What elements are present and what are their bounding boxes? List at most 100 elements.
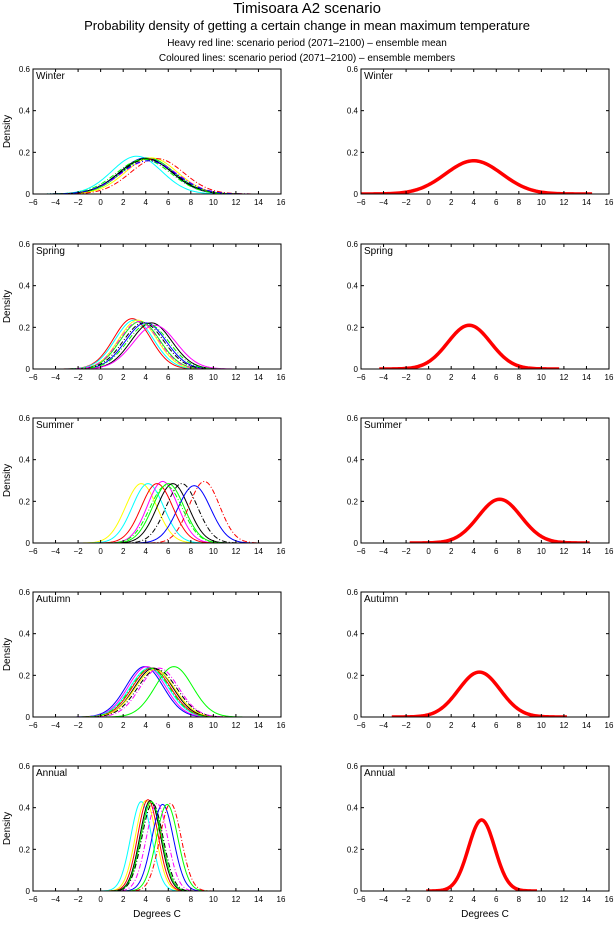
x-tick-label: 4 xyxy=(472,547,477,556)
y-tick-label: 0.4 xyxy=(347,107,359,116)
y-tick-label: 0.6 xyxy=(347,762,359,771)
y-tick-label: 0 xyxy=(26,887,31,896)
y-tick-label: 0 xyxy=(354,365,359,374)
x-tick-label: 2 xyxy=(449,895,454,904)
member-curve-4 xyxy=(42,157,261,194)
x-tick-label: 16 xyxy=(277,373,286,382)
member-curve-3 xyxy=(68,667,230,717)
x-tick-label: −4 xyxy=(379,373,389,382)
curves xyxy=(97,799,216,891)
y-tick-label: 0.6 xyxy=(347,588,359,597)
x-tick-label: 8 xyxy=(189,895,194,904)
ensemble-mean-curve xyxy=(391,670,567,717)
curves xyxy=(66,666,253,717)
x-tick-label: 16 xyxy=(277,721,286,730)
x-tick-label: 14 xyxy=(254,895,263,904)
member-curve-9 xyxy=(115,483,249,543)
x-tick-label: 8 xyxy=(517,721,522,730)
x-tick-label: 6 xyxy=(494,721,499,730)
curves xyxy=(361,159,593,194)
x-tick-label: 4 xyxy=(472,373,477,382)
x-axis-label: Degrees C xyxy=(461,909,509,920)
x-tick-label: 10 xyxy=(209,373,218,382)
season-label: Summer xyxy=(364,420,402,431)
x-tick-label: 6 xyxy=(494,373,499,382)
plot-frame xyxy=(32,68,282,195)
y-tick-label: 0 xyxy=(354,539,359,548)
member-curve-1 xyxy=(97,801,186,891)
x-tick-label: 10 xyxy=(537,547,546,556)
x-tick-label: 4 xyxy=(144,373,149,382)
season-label: Spring xyxy=(36,246,65,257)
member-curve-10 xyxy=(78,667,240,717)
panel-winter-ensemble-mean: −6 −4 −2 0 2 4 6 8 10 12 14 16 0 0.2 0.4 0.6 Winter xyxy=(347,65,614,207)
x-tick-label: 0 xyxy=(426,198,431,207)
x-tick-label: 16 xyxy=(605,198,614,207)
x-tick-label: 12 xyxy=(559,721,568,730)
member-curve-3 xyxy=(104,799,192,891)
y-tick-label: 0 xyxy=(26,539,31,548)
x-tick-label: 2 xyxy=(449,721,454,730)
x-tick-label: −2 xyxy=(402,721,412,730)
ensemble-mean-curve xyxy=(426,818,538,891)
y-tick-label: 0.2 xyxy=(347,323,359,332)
x-tick-label: 16 xyxy=(277,547,286,556)
x-tick-label: 12 xyxy=(231,373,240,382)
y-tick-label: 0.2 xyxy=(19,148,31,157)
member-curve-4 xyxy=(101,483,235,543)
figure-subtitle: Probability density of getting a certain… xyxy=(84,18,530,33)
x-tick-label: 0 xyxy=(426,895,431,904)
x-tick-label: −2 xyxy=(74,198,84,207)
season-label: Spring xyxy=(364,246,393,257)
y-axis-label: Density xyxy=(2,115,13,148)
y-axis-label: Density xyxy=(2,638,13,671)
member-curve-8 xyxy=(140,480,269,543)
panel-spring-ensemble-mean: −6 −4 −2 0 2 4 6 8 10 12 14 16 0 0.2 0.4 0.6 Spring xyxy=(347,240,614,382)
x-tick-label: 10 xyxy=(537,721,546,730)
panel-winter-members: −6 −4 −2 0 2 4 6 8 10 12 14 16 0 0.2 0.4 0.6 Winter Densi… xyxy=(2,65,286,207)
season-label: Winter xyxy=(364,71,394,82)
x-tick-label: 12 xyxy=(559,198,568,207)
ensemble-mean-curve xyxy=(361,159,593,194)
member-curve-5 xyxy=(34,158,257,194)
x-tick-label: 12 xyxy=(231,895,240,904)
y-tick-label: 0.2 xyxy=(19,845,31,854)
x-tick-label: 12 xyxy=(559,547,568,556)
season-label: Summer xyxy=(36,420,74,431)
x-tick-label: 8 xyxy=(517,547,522,556)
y-tick-label: 0.6 xyxy=(19,762,31,771)
x-tick-label: −4 xyxy=(51,373,61,382)
plot-frame xyxy=(360,765,610,892)
x-tick-label: 4 xyxy=(472,895,477,904)
panel-summer-ensemble-mean: −6 −4 −2 0 2 4 6 8 10 12 14 16 0 0.2 0.4 0.6 Summer xyxy=(347,414,614,556)
y-tick-label: 0.6 xyxy=(19,414,31,423)
x-tick-label: −6 xyxy=(28,547,38,556)
y-tick-label: 0.4 xyxy=(19,282,31,291)
x-tick-label: 8 xyxy=(517,373,522,382)
y-tick-label: 0 xyxy=(354,713,359,722)
x-tick-label: 6 xyxy=(166,721,171,730)
x-tick-label: 12 xyxy=(231,198,240,207)
member-curve-10 xyxy=(107,802,198,891)
x-tick-label: −4 xyxy=(51,721,61,730)
x-tick-label: −6 xyxy=(28,198,38,207)
curves xyxy=(74,480,269,543)
member-curve-9 xyxy=(112,802,202,891)
x-tick-label: 6 xyxy=(166,547,171,556)
panel-autumn-ensemble-mean: −6 −4 −2 0 2 4 6 8 10 12 14 16 0 0.2 0.4 0.6 Autumn xyxy=(347,588,614,730)
curves xyxy=(379,323,560,369)
x-tick-label: 16 xyxy=(605,547,614,556)
x-tick-label: −2 xyxy=(402,547,412,556)
x-tick-label: 6 xyxy=(166,373,171,382)
x-tick-label: 10 xyxy=(209,198,218,207)
x-tick-label: 14 xyxy=(254,721,263,730)
x-tick-label: 4 xyxy=(472,721,477,730)
x-tick-label: 10 xyxy=(209,895,218,904)
member-curve-3 xyxy=(57,319,219,369)
plot-frame xyxy=(32,591,282,718)
member-curve-6 xyxy=(95,666,253,717)
x-tick-label: −4 xyxy=(51,895,61,904)
x-tick-label: 10 xyxy=(537,895,546,904)
y-tick-label: 0 xyxy=(354,887,359,896)
